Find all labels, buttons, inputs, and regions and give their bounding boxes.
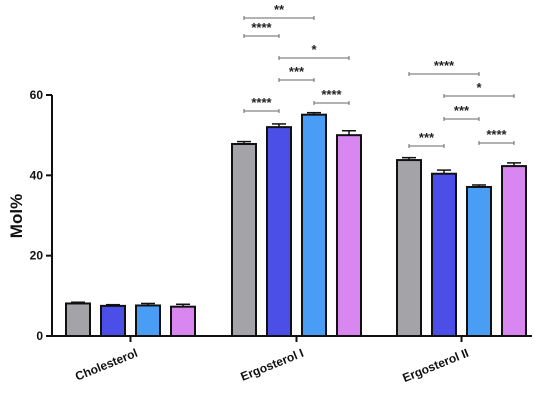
bar xyxy=(336,134,362,337)
bar xyxy=(100,304,126,337)
bar xyxy=(135,304,161,337)
y-tick-label: 0 xyxy=(36,329,43,343)
chart-bars xyxy=(65,111,527,338)
significance-brackets: ***************************** **** xyxy=(243,2,515,148)
significance-label: * xyxy=(476,80,482,95)
x-tick-label: Cholesterol xyxy=(73,346,139,384)
significance-label: **** xyxy=(251,95,272,110)
bar xyxy=(170,305,196,338)
significance-label: **** xyxy=(434,58,455,73)
bar xyxy=(501,165,527,337)
significance-label: *** xyxy=(454,103,470,118)
bar xyxy=(65,302,91,337)
y-tick-label: 60 xyxy=(30,88,44,102)
significance-label: ** xyxy=(274,2,285,17)
significance-label: *** xyxy=(289,64,305,79)
y-tick-label: 40 xyxy=(30,168,44,182)
bar xyxy=(266,126,292,337)
x-tick-label: Ergosterol I xyxy=(239,346,306,384)
significance-label: **** xyxy=(251,20,272,35)
bar xyxy=(431,172,457,337)
bar xyxy=(231,143,257,337)
bar xyxy=(466,185,492,337)
significance-label: **** xyxy=(321,87,342,102)
bar xyxy=(396,159,422,337)
y-tick-label: 20 xyxy=(30,249,44,263)
significance-label: *** xyxy=(419,130,435,145)
y-axis-title: Mol% xyxy=(7,194,26,238)
x-tick-label: Ergosterol II xyxy=(400,346,470,385)
significance-label: **** xyxy=(486,127,507,142)
significance-label: * xyxy=(311,42,317,57)
bar xyxy=(301,113,327,337)
